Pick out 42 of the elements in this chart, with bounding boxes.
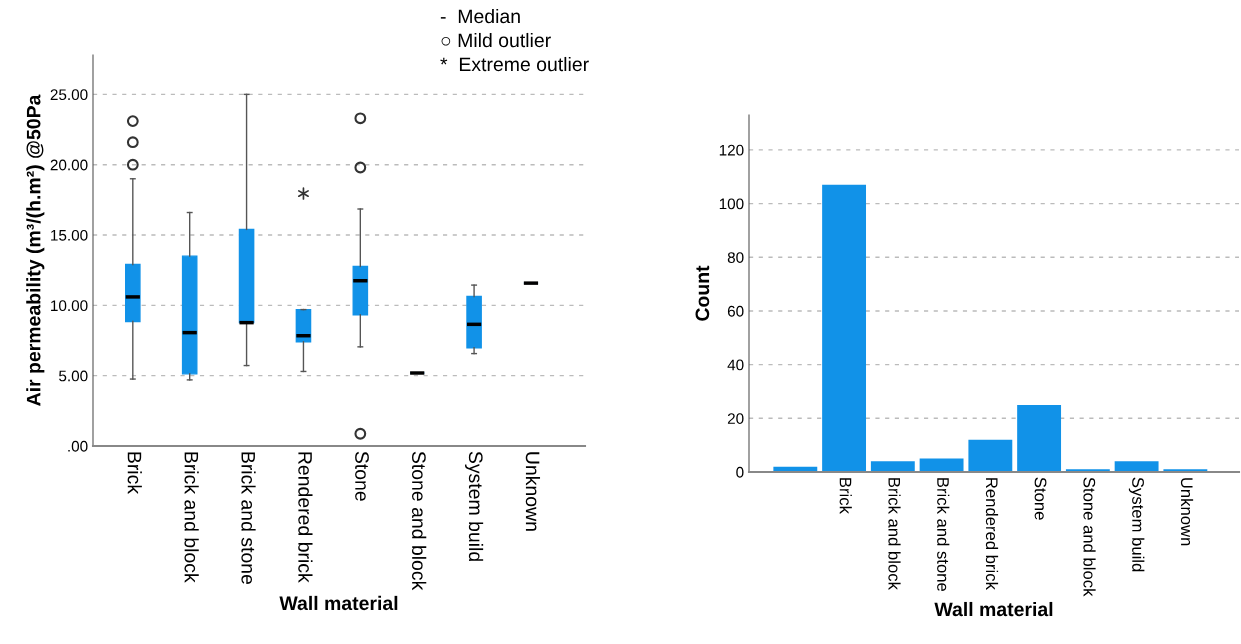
x-axis-title: Wall material <box>934 601 1053 617</box>
x-tick-label: Brick and stone <box>937 478 950 591</box>
y-tick-label: 60 <box>727 305 744 317</box>
x-tick-label: Unknown <box>1180 478 1194 546</box>
x-axis-title: Wall material <box>279 595 398 611</box>
bar <box>968 439 1013 472</box>
bar <box>1017 404 1062 472</box>
bar <box>870 461 915 472</box>
x-tick-label: Rendered brick <box>298 452 313 583</box>
x-tick-label: Stone and block <box>1083 477 1096 597</box>
y-tick-label: 20.00 <box>50 159 88 171</box>
x-tick-label: Brick and stone <box>241 452 256 585</box>
annotation: * Extreme outlier <box>440 56 589 72</box>
y-tick-label: .00 <box>68 440 88 452</box>
bar <box>822 184 867 472</box>
y-axis-title: Air permeability (m³/(h.m²) @50Pa <box>26 94 45 406</box>
y-tick-label: 100 <box>719 198 744 210</box>
x-tick-label: Brick <box>839 478 852 514</box>
y-tick-label: 15.00 <box>51 229 88 241</box>
x-tick-label: Stone <box>1034 477 1047 520</box>
x-tick-label: System build <box>1128 477 1145 572</box>
text: - Median <box>440 8 520 24</box>
y-tick-label: 25.00 <box>50 89 88 101</box>
y-tick-label: 80 <box>727 252 744 263</box>
x-tick-label: Stone <box>355 451 369 501</box>
y-tick-label: 5.00 <box>59 370 88 382</box>
x-tick-label: Stone and block <box>411 451 427 591</box>
y-tick-label: 120 <box>719 144 744 156</box>
x-tick-label: Brick and block <box>184 452 199 583</box>
x-tick-label: Rendered brick <box>985 478 999 590</box>
x-tick-label: Brick and block <box>888 478 901 590</box>
y-axis-title: Count <box>695 265 710 321</box>
x-tick-label: Brick <box>127 452 142 495</box>
x-tick-label: Unknown <box>525 452 541 531</box>
y-tick-label: 40 <box>727 359 744 371</box>
x-tick-label: System build <box>465 451 484 561</box>
bar <box>1114 461 1159 472</box>
bar <box>919 458 964 472</box>
y-tick-label: 10.00 <box>51 300 88 312</box>
y-tick-label: 20 <box>727 413 744 424</box>
text: ○ Mild outlier <box>441 32 551 48</box>
y-tick-label: 0 <box>736 466 744 478</box>
